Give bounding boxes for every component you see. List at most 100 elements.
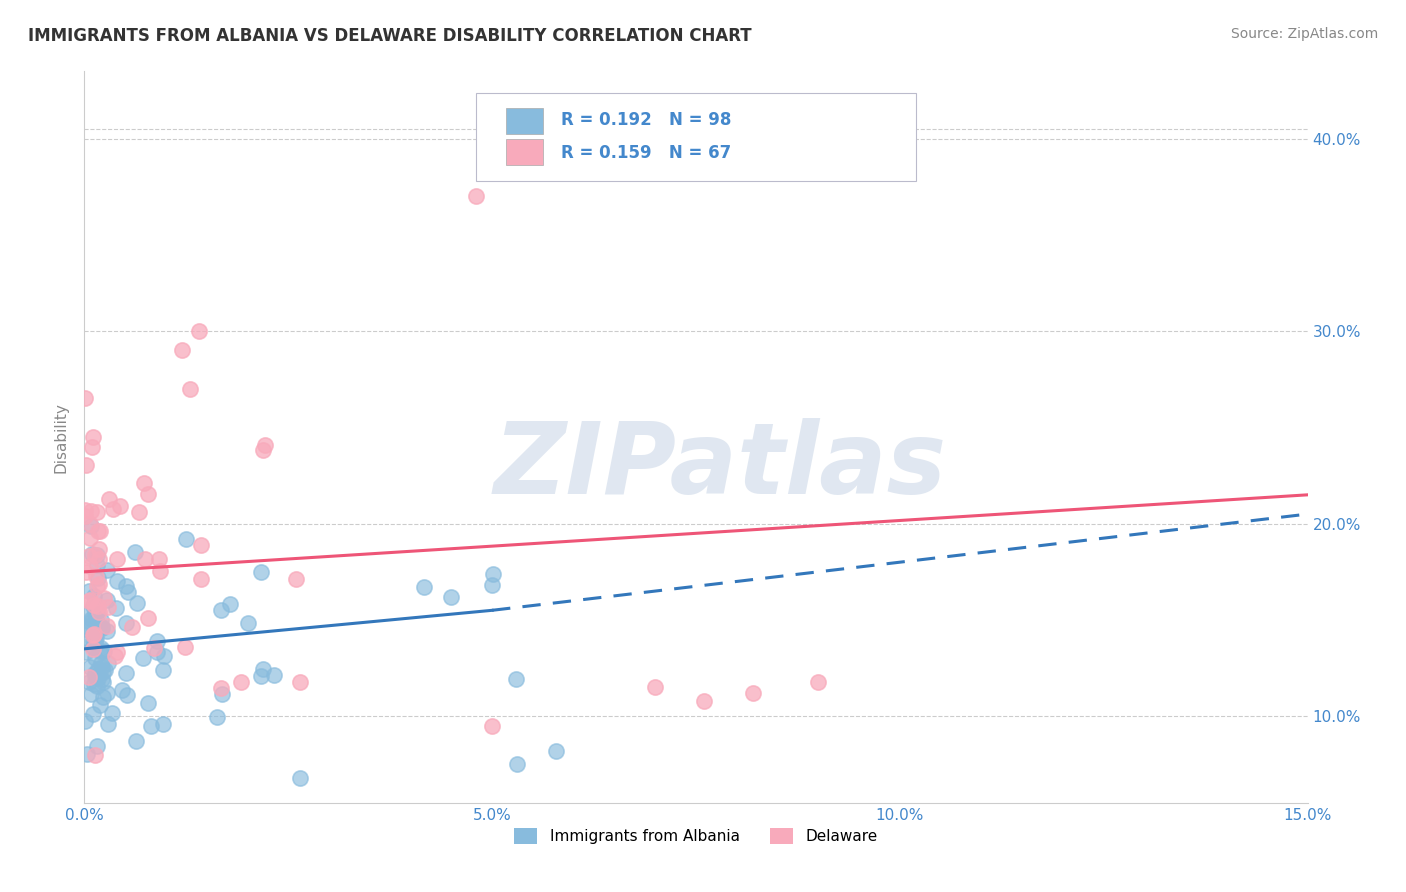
Point [83, 636, 105, 650]
Point [101, 706, 124, 721]
Point [482, 567, 505, 582]
Point [125, 733, 148, 747]
Text: IMMIGRANTS FROM ALBANIA VS DELAWARE DISABILITY CORRELATION CHART: IMMIGRANTS FROM ALBANIA VS DELAWARE DISA… [28, 27, 752, 45]
Point [80, 503, 103, 517]
Point [190, 538, 212, 552]
Point [77, 670, 100, 684]
Point [644, 681, 666, 695]
Point [86, 604, 108, 618]
Point [89, 524, 111, 539]
Legend: Immigrants from Albania, Delaware: Immigrants from Albania, Delaware [509, 822, 883, 850]
Point [105, 645, 128, 659]
Point [91, 665, 114, 679]
Point [93, 644, 115, 658]
Point [97, 717, 120, 731]
Point [80, 519, 103, 533]
Point [134, 476, 156, 491]
Point [86, 579, 108, 593]
Point [87, 619, 110, 633]
Point [87, 524, 110, 539]
Point [105, 574, 128, 588]
Point [152, 717, 174, 731]
Point [86, 558, 108, 573]
Point [80, 440, 103, 454]
Point [82, 642, 104, 657]
Point [91, 659, 114, 673]
Point [91, 675, 114, 690]
Point [75, 645, 97, 659]
Point [101, 502, 124, 516]
Point [481, 719, 503, 733]
Point [505, 673, 527, 687]
Point [82, 634, 104, 648]
Point [134, 552, 156, 566]
Point [86, 548, 108, 562]
Point [96, 686, 118, 700]
Point [105, 552, 128, 566]
Point [693, 694, 716, 708]
Point [94, 663, 117, 677]
Point [82, 707, 104, 722]
Point [125, 596, 148, 610]
Point [218, 597, 240, 611]
Point [285, 573, 308, 587]
Point [250, 669, 273, 683]
Point [96, 563, 118, 577]
Point [91, 621, 114, 635]
Point [87, 541, 110, 556]
Point [89, 698, 111, 713]
Point [82, 430, 104, 444]
Point [179, 382, 201, 396]
Point [86, 505, 108, 519]
Point [172, 343, 194, 358]
Point [115, 579, 138, 593]
Bar [506, 139, 543, 165]
Point [87, 671, 110, 685]
Point [87, 599, 110, 614]
Point [79, 615, 101, 629]
Point [83, 627, 105, 641]
Point [124, 544, 146, 558]
Point [93, 591, 115, 605]
Point [75, 566, 97, 580]
Point [79, 584, 101, 599]
Point [174, 532, 197, 546]
Point [87, 661, 110, 675]
Point [86, 739, 108, 754]
Point [505, 757, 527, 772]
Point [75, 509, 97, 524]
Point [115, 615, 138, 630]
Point [80, 547, 103, 561]
Text: Source: ZipAtlas.com: Source: ZipAtlas.com [1230, 27, 1378, 41]
Point [86, 610, 108, 624]
Point [97, 491, 120, 506]
Text: ZIPatlas: ZIPatlas [494, 417, 948, 515]
Point [97, 656, 120, 670]
Point [87, 576, 110, 591]
Point [153, 649, 176, 664]
Point [105, 601, 128, 615]
Point [84, 624, 107, 639]
Point [93, 690, 115, 704]
Point [546, 744, 568, 758]
Point [79, 593, 101, 607]
Point [440, 590, 463, 604]
Point [142, 640, 165, 655]
Point [131, 651, 153, 665]
Point [117, 584, 139, 599]
Point [187, 324, 209, 338]
Point [83, 747, 105, 762]
Point [87, 552, 110, 566]
Point [75, 622, 97, 636]
Point [136, 611, 159, 625]
Text: R = 0.192   N = 98: R = 0.192 N = 98 [561, 111, 731, 128]
Point [742, 686, 765, 700]
Point [238, 615, 260, 630]
Point [79, 531, 101, 545]
Point [84, 569, 107, 583]
Point [128, 505, 150, 519]
Point [84, 607, 107, 621]
Point [110, 499, 132, 513]
Point [146, 645, 169, 659]
Point [75, 502, 97, 516]
